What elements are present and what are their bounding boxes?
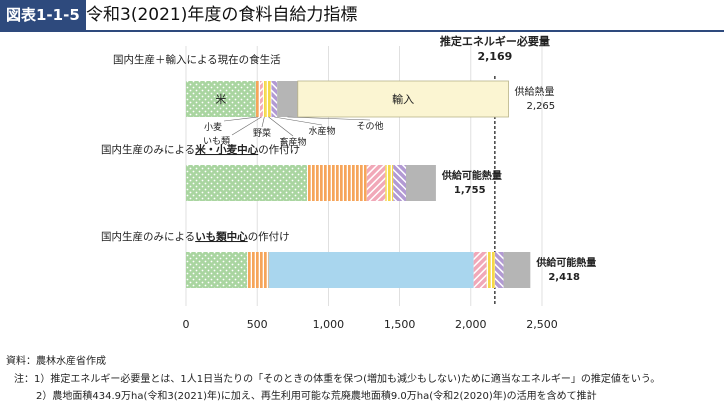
total-value: 2,265 — [527, 101, 556, 112]
bar-segment — [277, 81, 298, 117]
bar-segment — [260, 81, 263, 117]
bar-segment — [255, 81, 261, 117]
bar-caption-pre: 国内生産のみによる — [101, 230, 195, 243]
bar-caption-post: の作付け — [258, 143, 300, 156]
bar-segment — [307, 165, 367, 201]
total-label: 供給可能熱量 — [441, 169, 502, 182]
bar-segment — [186, 165, 308, 201]
bar-segment — [393, 165, 407, 201]
x-tick-label: 0 — [183, 318, 190, 331]
bar-segment — [262, 81, 266, 117]
bar-segment — [268, 252, 474, 288]
total-label: 供給熱量 — [515, 85, 555, 98]
bar-segment — [486, 252, 496, 288]
callout-label: 畜産物 — [279, 136, 306, 148]
x-tick-label: 1,000 — [313, 318, 345, 331]
segment-label: 輸入 — [392, 92, 414, 106]
bar-segment — [186, 252, 248, 288]
bar-caption-pre: 国内生産のみによる — [101, 143, 195, 156]
source-note: 資料：農林水産省作成 — [6, 356, 106, 367]
total-value: 2,418 — [548, 272, 580, 283]
callout-line — [231, 116, 262, 136]
reference-label: 推定エネルギー必要量 — [440, 34, 550, 48]
bar-caption: 国内生産のみによる米・小麦中心の作付け — [101, 143, 300, 156]
bar-segment — [271, 81, 278, 117]
x-tick-label: 1,500 — [384, 318, 416, 331]
callout-label: いも類 — [203, 136, 230, 147]
bar-segment — [503, 252, 531, 288]
bar-caption-post: の作付け — [248, 230, 290, 243]
total-label: 供給可能熱量 — [535, 256, 596, 269]
bar-segment — [297, 80, 509, 118]
bar-caption-emphasis: 米・小麦中心 — [194, 143, 258, 156]
x-tick-label: 500 — [247, 318, 268, 331]
x-tick-label: 2,500 — [526, 318, 558, 331]
callout-label: 水産物 — [308, 125, 335, 137]
bar-segment — [473, 252, 487, 288]
figure-number: 図表1-1-5 — [0, 0, 86, 30]
bar-segment — [186, 81, 256, 117]
callout-line — [223, 116, 258, 122]
callout-line — [287, 116, 371, 121]
title-bar: 図表1-1-5 令和3(2021)年度の食料自給力指標 — [0, 0, 724, 32]
bar-segment — [406, 165, 436, 201]
figure-title: 令和3(2021)年度の食料自給力指標 — [86, 5, 358, 25]
callout-label: 小麦 — [204, 121, 222, 133]
callout-line — [274, 116, 323, 126]
x-tick-label: 2,000 — [455, 318, 487, 331]
callout-label: 野菜 — [253, 127, 271, 139]
bar-caption: 国内生産のみによるいも類中心の作付け — [101, 230, 290, 243]
reference-value: 2,169 — [477, 50, 512, 63]
segment-label: 米 — [215, 93, 226, 106]
bar-segment — [366, 165, 386, 201]
bar-segment — [247, 252, 269, 288]
bar-caption: 国内生産＋輸入による現在の食生活 — [113, 53, 281, 66]
footnote-1: 注：1）推定エネルギー必要量とは、1人1日当たりの「そのときの体重を保つ(増加も… — [14, 374, 661, 385]
total-value: 1,755 — [454, 185, 486, 196]
bar-segment — [495, 252, 504, 288]
bar-segment — [385, 165, 394, 201]
bar-segment — [265, 81, 272, 117]
callout-line — [268, 116, 294, 137]
callout-label: その他 — [356, 120, 383, 132]
bar-caption-emphasis: いも類中心 — [195, 230, 248, 243]
footnote-2: 2）農地面積434.9万ha(令和3(2021)年)に加え、再生利用可能な荒廃農… — [36, 391, 597, 402]
callout-line — [261, 116, 265, 128]
